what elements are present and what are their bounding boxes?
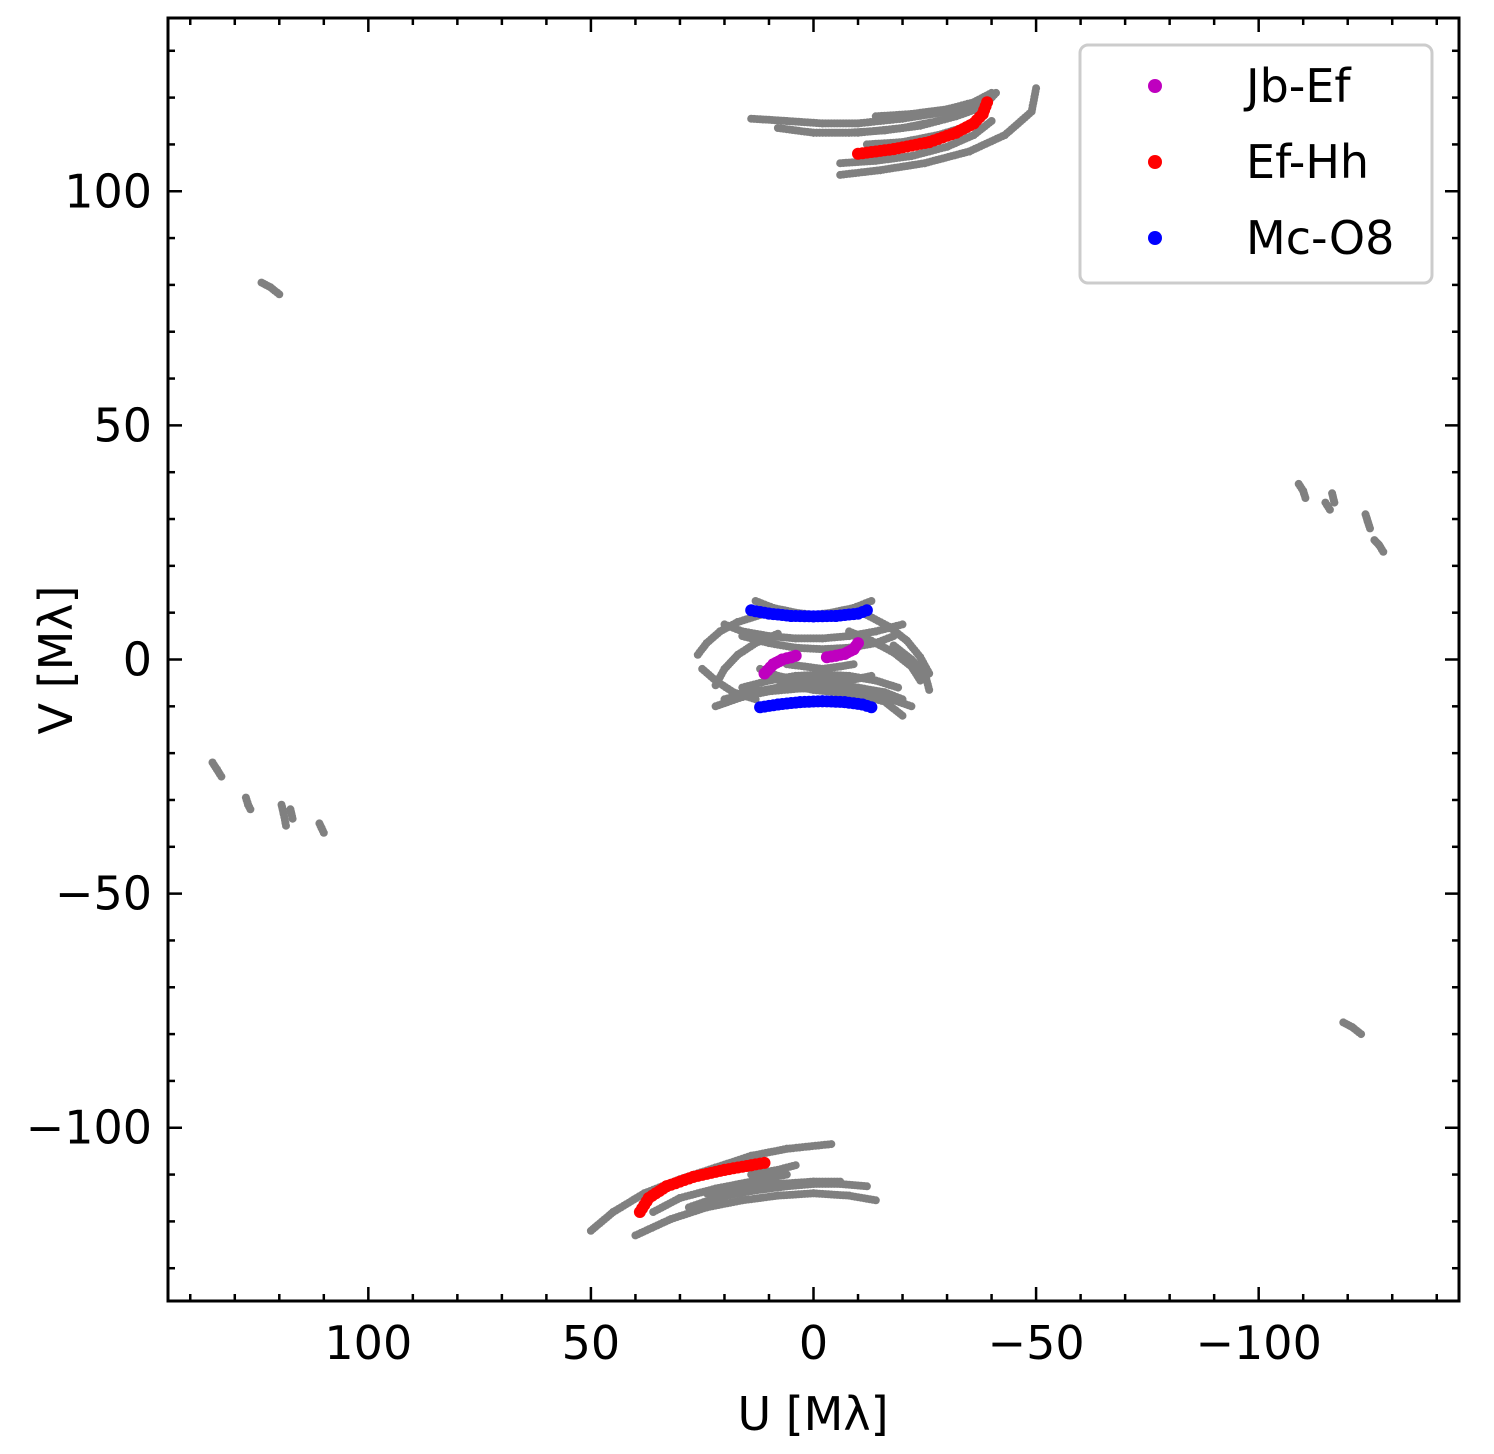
data-point-other-baselines (898, 695, 907, 704)
data-point-other-baselines (925, 685, 934, 694)
x-tick-label: −100 (1196, 1316, 1322, 1370)
x-tick-label: 50 (562, 1316, 621, 1370)
series-other-baselines-arc (773, 117, 943, 137)
data-point-other-baselines (1325, 505, 1334, 514)
data-point-ef-hh (758, 1156, 771, 1169)
series-other-baselines-arc (747, 1161, 800, 1179)
tick-labels: 100 50 0 −50 −100 100 50 0 −50 −100 (26, 164, 1322, 1370)
data-point-other-baselines (867, 597, 876, 605)
data-point-other-baselines (898, 620, 907, 629)
y-tick-label: −50 (55, 867, 152, 921)
legend-label-jb-ef: Jb-Ef (1243, 59, 1352, 113)
data-point-other-baselines (246, 805, 255, 814)
data-point-other-baselines (898, 711, 907, 720)
data-point-other-baselines (319, 828, 328, 837)
data-point-other-baselines (987, 117, 996, 125)
data-point-mc-o8 (860, 604, 873, 617)
series-ef-hh-arc (852, 96, 994, 160)
x-tick-label: 100 (324, 1316, 412, 1370)
x-tick-label: 0 (799, 1316, 828, 1370)
series-mc-o8-arc (745, 604, 873, 623)
legend-marker-ef-hh (1148, 155, 1162, 169)
x-axis-label: U [Mλ] (737, 1387, 888, 1441)
data-point-mc-o8 (865, 701, 878, 714)
series-other-baselines-arc (1321, 498, 1334, 514)
data-point-other-baselines (751, 695, 760, 704)
data-point-other-baselines (862, 1182, 871, 1191)
axis-ticks (168, 18, 1459, 1301)
data-point-other-baselines (275, 290, 284, 299)
data-point-other-baselines (1357, 1030, 1366, 1039)
y-tick-label: 100 (64, 164, 152, 218)
y-tick-label: 50 (93, 398, 152, 452)
series-other-baselines-arc (1361, 510, 1374, 533)
data-point-other-baselines (773, 629, 782, 638)
series-other-baselines-arc (1370, 536, 1388, 556)
data-point-other-baselines (217, 772, 226, 781)
series-jb-ef-arc (820, 637, 864, 664)
data-point-other-baselines (871, 1196, 880, 1205)
series-ef-hh-arc (633, 1156, 771, 1218)
data-point-other-baselines (849, 660, 858, 669)
series-other-baselines-arc (277, 800, 290, 830)
legend-marker-jb-ef (1148, 79, 1162, 93)
scatter-points (208, 84, 1388, 1240)
legend-box (1078, 43, 1434, 285)
series-mc-o8-arc (754, 695, 878, 714)
legend-label-ef-hh: Ef-Hh (1246, 135, 1369, 189)
series-other-baselines-arc (631, 1189, 880, 1240)
series-other-baselines-arc (1328, 489, 1339, 507)
data-point-other-baselines (907, 702, 916, 711)
y-axis-label: V [Mλ] (29, 586, 83, 735)
y-tick-label: −100 (26, 1101, 152, 1155)
data-point-jb-ef (852, 637, 864, 650)
data-point-other-baselines (827, 1140, 836, 1149)
series-other-baselines-arc (257, 278, 284, 299)
series-other-baselines-arc (836, 84, 1041, 179)
data-point-other-baselines (282, 821, 290, 830)
data-point-other-baselines (934, 117, 943, 125)
data-point-other-baselines (1330, 498, 1339, 507)
data-point-ef-hh (981, 96, 994, 109)
data-point-other-baselines (987, 88, 996, 97)
series-other-baselines-arc (693, 611, 765, 659)
series-other-baselines-arc (1339, 1018, 1366, 1039)
series-other-baselines-arc (738, 670, 903, 692)
y-tick-label: 0 (123, 633, 152, 687)
series-other-baselines-arc (769, 674, 907, 720)
series-other-baselines-arc (698, 664, 760, 704)
data-point-other-baselines (1032, 84, 1041, 93)
data-point-other-baselines (782, 1170, 791, 1179)
series-other-baselines-arc (836, 117, 996, 168)
data-point-other-baselines (836, 1177, 845, 1186)
legend: Jb-Ef Ef-Hh Mc-O8 (1078, 43, 1434, 285)
series-other-baselines-arc (871, 88, 996, 121)
series-jb-ef-arc (758, 649, 802, 680)
data-point-other-baselines (791, 1161, 800, 1170)
legend-label-mc-o8: Mc-O8 (1246, 211, 1394, 265)
series-other-baselines-arc (782, 660, 858, 673)
series-other-baselines-arc (702, 1177, 845, 1198)
data-point-other-baselines (1301, 494, 1310, 502)
data-point-other-baselines (894, 683, 903, 692)
series-other-baselines-arc (286, 805, 297, 823)
series-other-baselines-arc (208, 758, 226, 781)
series-other-baselines-arc (1294, 479, 1310, 502)
series-other-baselines-arc (315, 819, 328, 837)
data-point-other-baselines (288, 814, 297, 823)
series-other-baselines-arc (889, 641, 934, 694)
data-point-jb-ef (789, 649, 802, 662)
x-tick-label: −50 (988, 1316, 1085, 1370)
data-point-other-baselines (1366, 524, 1374, 533)
series-other-baselines-arc (241, 793, 255, 814)
data-point-other-baselines (1379, 547, 1388, 556)
legend-marker-mc-o8 (1148, 231, 1162, 245)
